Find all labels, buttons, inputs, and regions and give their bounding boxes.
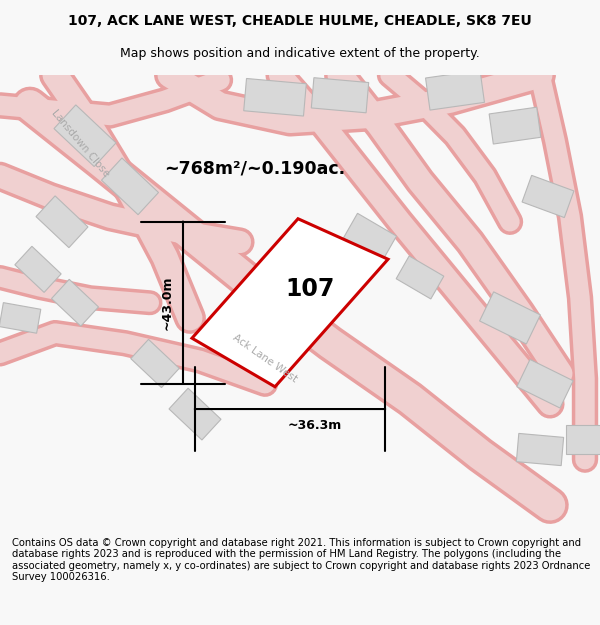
Polygon shape	[192, 219, 388, 387]
Polygon shape	[54, 105, 116, 167]
Polygon shape	[517, 359, 573, 408]
Polygon shape	[15, 246, 61, 292]
Text: Map shows position and indicative extent of the property.: Map shows position and indicative extent…	[120, 48, 480, 61]
Text: ~768m²/~0.190ac.: ~768m²/~0.190ac.	[164, 159, 346, 177]
Polygon shape	[52, 279, 98, 326]
Text: 107: 107	[286, 277, 335, 301]
Polygon shape	[101, 158, 158, 215]
Polygon shape	[0, 302, 41, 333]
Polygon shape	[566, 425, 600, 454]
Polygon shape	[344, 213, 397, 261]
Polygon shape	[169, 388, 221, 440]
Text: Contains OS data © Crown copyright and database right 2021. This information is : Contains OS data © Crown copyright and d…	[12, 538, 590, 582]
Polygon shape	[244, 79, 306, 116]
Text: Ack Lane West: Ack Lane West	[231, 332, 299, 384]
Polygon shape	[517, 433, 563, 466]
Polygon shape	[36, 196, 88, 248]
Polygon shape	[479, 292, 541, 344]
Polygon shape	[489, 107, 541, 144]
Text: Lansdown Close: Lansdown Close	[49, 108, 111, 179]
Polygon shape	[396, 256, 444, 299]
Polygon shape	[311, 78, 369, 112]
Text: 107, ACK LANE WEST, CHEADLE HULME, CHEADLE, SK8 7EU: 107, ACK LANE WEST, CHEADLE HULME, CHEAD…	[68, 14, 532, 28]
Polygon shape	[522, 176, 574, 218]
Polygon shape	[425, 70, 484, 110]
Text: ~43.0m: ~43.0m	[161, 276, 173, 330]
Text: ~36.3m: ~36.3m	[288, 419, 342, 432]
Polygon shape	[131, 339, 179, 388]
